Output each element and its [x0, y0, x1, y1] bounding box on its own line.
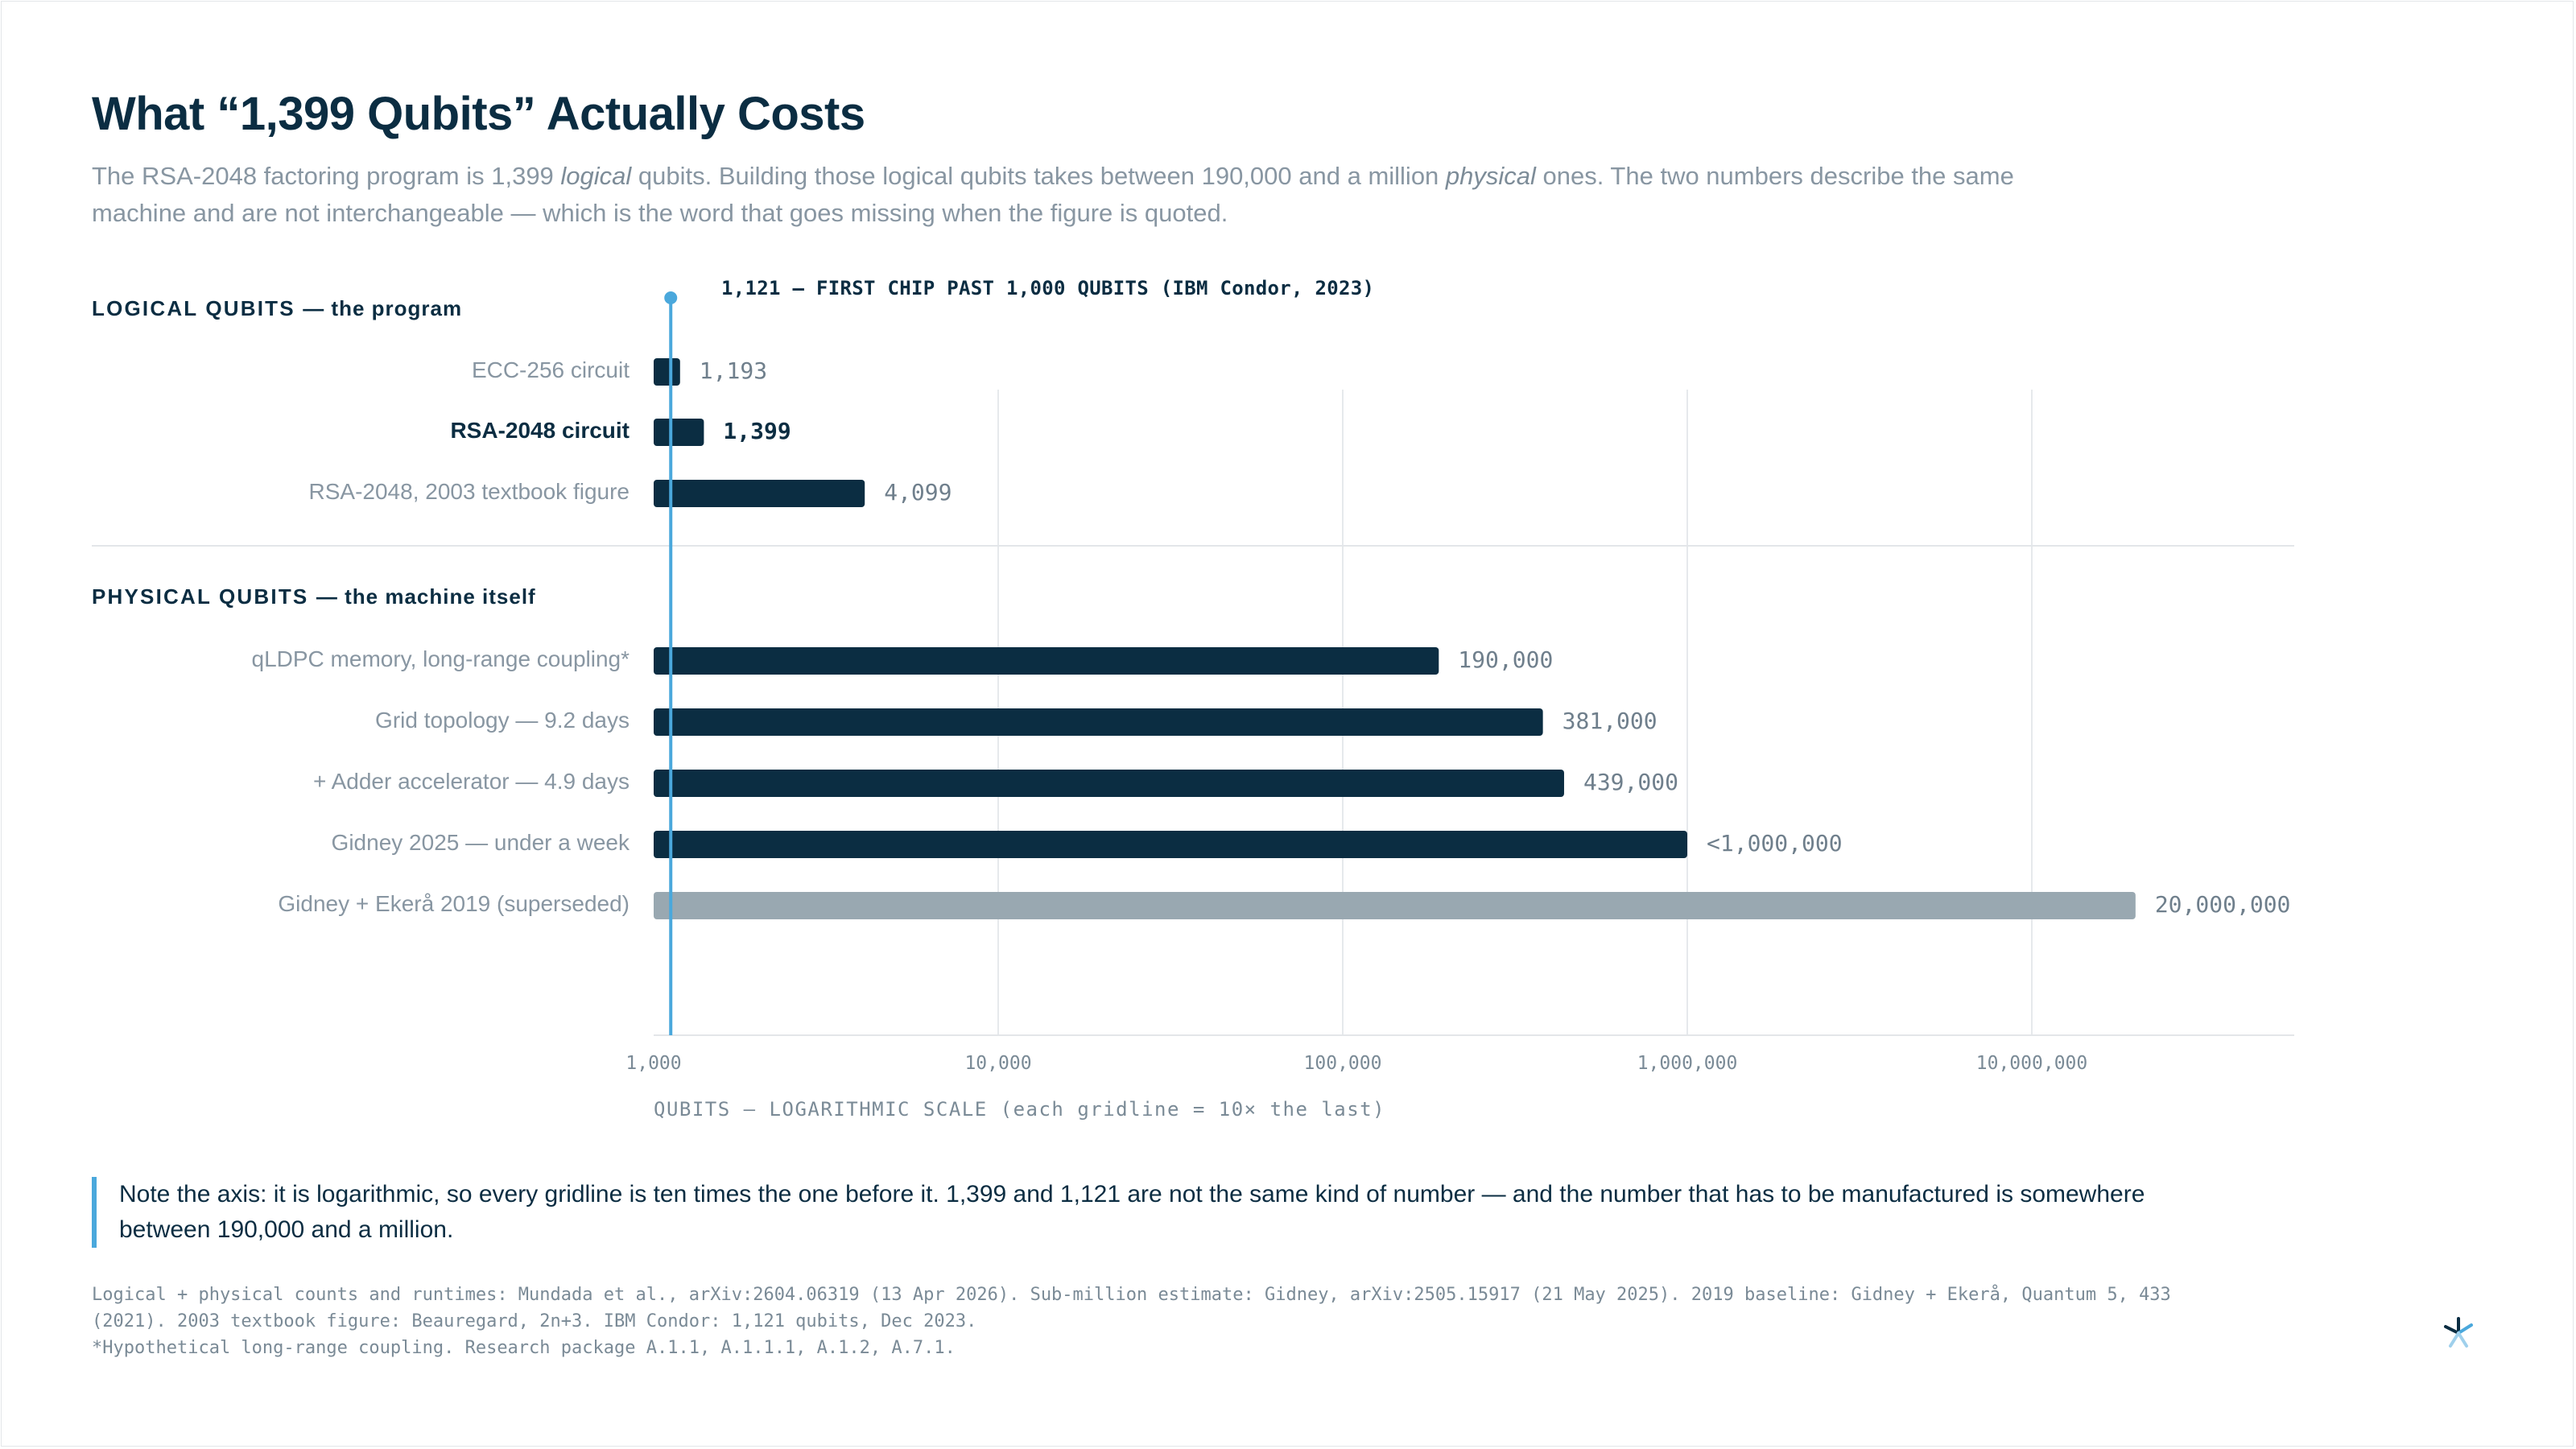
subtitle-emphasis-logical: logical — [560, 162, 632, 190]
source-line-3: *Hypothetical long-range coupling. Resea… — [92, 1338, 956, 1358]
bar-value-label: <1,000,000 — [1707, 830, 1843, 857]
bar-value-label: 4,099 — [884, 479, 952, 506]
bar-category-label: RSA-2048, 2003 textbook figure — [308, 479, 630, 504]
bar — [654, 480, 865, 507]
source-line-2: (2021). 2003 textbook figure: Beauregard… — [92, 1311, 977, 1331]
bar-category-label: RSA-2048 circuit — [450, 418, 630, 443]
x-axis-title: QUBITS — LOGARITHMIC SCALE (each gridlin… — [654, 1098, 1386, 1121]
bar-category-label: qLDPC memory, long-range coupling* — [251, 646, 630, 671]
bar-category-label: + Adder accelerator — 4.9 days — [313, 769, 630, 794]
axis-note: Note the axis: it is logarithmic, so eve… — [92, 1177, 2148, 1248]
bar-category-label: Gidney + Ekerå 2019 (superseded) — [278, 891, 630, 916]
bar-value-label: 20,000,000 — [2154, 891, 2291, 918]
group-title-logical-main: LOGICAL QUBITS — [92, 296, 295, 320]
x-tick-label: 10,000 — [964, 1053, 1032, 1074]
bar — [654, 647, 1439, 675]
bar-value-label: 1,193 — [699, 357, 768, 384]
asterisk-logo-icon — [2444, 1317, 2473, 1348]
sources: Logical + physical counts and runtimes: … — [92, 1282, 2201, 1361]
bar — [654, 708, 1543, 736]
page-title: What “1,399 Qubits” Actually Costs — [92, 88, 865, 140]
subtitle-text-1: The RSA-2048 factoring program is 1,399 — [92, 162, 561, 190]
bar — [654, 419, 704, 446]
bar-category-label: Grid topology — 9.2 days — [375, 708, 630, 733]
bar-value-label: 381,000 — [1562, 708, 1657, 734]
reference-line-label: 1,121 — FIRST CHIP PAST 1,000 QUBITS (IB… — [721, 277, 1375, 299]
bar — [654, 892, 2136, 919]
x-tick-label: 100,000 — [1303, 1053, 1382, 1074]
group-title-logical: LOGICAL QUBITS — the program — [92, 296, 462, 321]
bar-category-label: Gidney 2025 — under a week — [331, 830, 630, 855]
bar-category-label: ECC-256 circuit — [471, 357, 630, 382]
group-title-physical: PHYSICAL QUBITS — the machine itself — [92, 584, 536, 609]
bar — [654, 770, 1564, 797]
group-title-physical-sub: — the machine itself — [316, 584, 536, 609]
x-tick-label: 1,000,000 — [1637, 1053, 1738, 1074]
group-title-logical-sub: — the program — [303, 296, 463, 320]
page-subtitle: The RSA-2048 factoring program is 1,399 … — [92, 158, 2040, 232]
subtitle-text-2: qubits. Building those logical qubits ta… — [631, 162, 1446, 190]
x-tick-label: 1,000 — [625, 1053, 682, 1074]
bar — [654, 358, 680, 386]
subtitle-text-3: ones. The two numbers describe the same … — [92, 162, 2014, 227]
bar-value-label: 439,000 — [1583, 769, 1678, 795]
bar-value-label: 190,000 — [1458, 646, 1554, 673]
subtitle-emphasis-physical: physical — [1445, 162, 1536, 190]
bar — [654, 831, 1687, 858]
x-tick-label: 10,000,000 — [1975, 1053, 2088, 1074]
source-line-1: Logical + physical counts and runtimes: … — [92, 1285, 2171, 1305]
reference-line-marker — [664, 291, 678, 304]
bar-value-label: 1,399 — [723, 418, 791, 444]
group-title-physical-main: PHYSICAL QUBITS — [92, 584, 309, 609]
